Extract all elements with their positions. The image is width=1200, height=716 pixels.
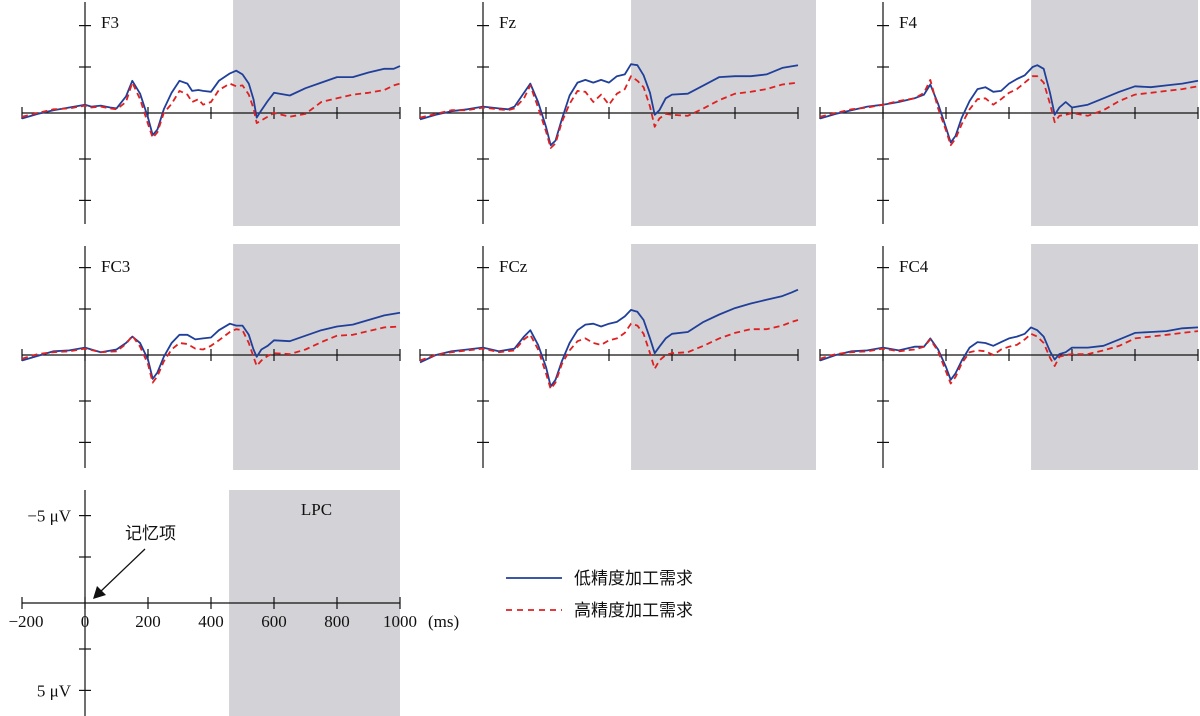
lpc-window-shade <box>631 244 816 470</box>
lpc-window-label: LPC <box>301 500 332 519</box>
panel-label: F3 <box>101 13 119 32</box>
x-tick-label: 1000 <box>383 612 417 631</box>
scale-y-ticks <box>79 514 91 692</box>
panel-f3: F3 <box>21 0 401 226</box>
onset-annotation: 记忆项 <box>125 524 176 544</box>
series-line-high <box>419 319 799 390</box>
panel-fcz: FCz <box>419 244 816 470</box>
x-tick-label: 0 <box>81 612 90 631</box>
series-line-low <box>819 64 1199 144</box>
scale-x-ticks: −200 0 200 400 600 800 1000 <box>8 597 417 631</box>
legend: 低精度加工需求 高精度加工需求 <box>506 569 693 621</box>
series-line-low <box>21 311 401 380</box>
series-line-high <box>21 81 401 139</box>
panel-label: FCz <box>499 257 528 276</box>
panel-fc4: FC4 <box>819 244 1199 470</box>
y-tick-label-bottom: 5 μV <box>37 681 72 700</box>
onset-arrow-icon <box>93 548 146 599</box>
x-tick-label: 600 <box>261 612 287 631</box>
x-tick-label: −200 <box>8 612 43 631</box>
x-unit-label: (ms) <box>428 612 459 631</box>
x-tick-label: 200 <box>135 612 161 631</box>
legend-label-high: 高精度加工需求 <box>574 601 693 621</box>
lpc-window-shade <box>233 244 400 470</box>
y-tick-label-top: −5 μV <box>27 507 71 526</box>
series-line-high <box>819 330 1199 385</box>
series-line-low <box>819 326 1199 381</box>
panel-label: Fz <box>499 13 516 32</box>
legend-label-low: 低精度加工需求 <box>574 569 693 589</box>
panel-label: FC3 <box>101 257 130 276</box>
panel-fz: Fz <box>419 0 816 226</box>
series-line-low <box>21 65 401 136</box>
series-line-low <box>419 288 799 388</box>
panel-label: FC4 <box>899 257 929 276</box>
series-line-low <box>419 63 799 147</box>
panel-fc3: FC3 <box>21 244 401 470</box>
series-line-high <box>419 75 799 149</box>
x-tick-label: 800 <box>324 612 350 631</box>
panel-label: F4 <box>899 13 917 32</box>
panel-f4: F4 <box>819 0 1199 226</box>
x-tick-label: 400 <box>198 612 224 631</box>
panels-layer: F3 Fz F4 FC3 FCz FC4 <box>21 0 1199 470</box>
scale-panel: LPC −200 0 200 400 600 800 1000 −5 μV 5 μV (ms… <box>8 490 459 716</box>
